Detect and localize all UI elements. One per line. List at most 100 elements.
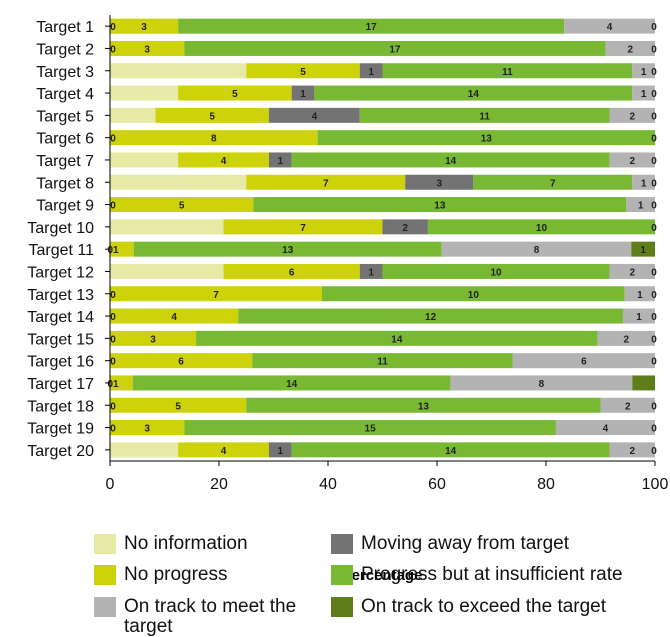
bar-segment	[405, 174, 474, 190]
bar-segment	[110, 174, 247, 190]
data-label: 7	[323, 178, 329, 189]
data-label: 4	[171, 312, 177, 323]
data-label: 0	[110, 290, 116, 301]
data-label: 13	[481, 134, 493, 145]
data-label: 1	[636, 312, 642, 323]
category-label: Target 19	[27, 421, 94, 438]
data-label: 14	[445, 446, 457, 457]
bar-segment	[246, 63, 360, 79]
data-label: 7	[213, 290, 219, 301]
bar-segment	[110, 308, 239, 324]
data-label: 0	[110, 357, 116, 368]
data-label: 0	[651, 267, 657, 278]
bar-segment	[110, 85, 179, 101]
data-label: 2	[624, 334, 630, 345]
data-label: 4	[312, 111, 318, 122]
x-tick-label: 80	[537, 476, 555, 493]
data-label: 1	[641, 67, 647, 78]
data-label: 0	[651, 446, 657, 457]
data-label: 10	[468, 290, 480, 301]
x-axis-title: Percentage	[342, 567, 423, 584]
data-label: 3	[144, 424, 150, 435]
category-label: Target 16	[27, 354, 94, 371]
bar-segment	[631, 241, 655, 257]
bar-segment	[110, 152, 179, 168]
data-label: 2	[630, 156, 636, 167]
bar-segment	[246, 397, 601, 413]
data-label: 14	[468, 89, 480, 100]
data-label: 0	[651, 401, 657, 412]
bar-segment	[110, 241, 134, 257]
data-label: 7	[550, 178, 556, 189]
bar-segment	[110, 330, 197, 346]
bar-segment	[253, 197, 627, 213]
bar-segment	[268, 152, 292, 168]
data-label: 0	[651, 334, 657, 345]
data-label: 4	[607, 22, 613, 33]
data-label: 17	[389, 44, 401, 55]
bar-segment	[132, 375, 451, 391]
bar-segment	[238, 308, 623, 324]
category-label: Target 5	[36, 108, 94, 125]
data-label: 0	[110, 424, 116, 435]
bar-segment	[246, 174, 406, 190]
data-label: 2	[627, 44, 633, 55]
data-label: 8	[211, 134, 217, 145]
data-label: 01	[107, 245, 119, 256]
data-label: 1	[641, 89, 647, 100]
data-label: 6	[178, 357, 184, 368]
data-label: 0	[651, 134, 657, 145]
data-label: 12	[425, 312, 437, 323]
data-label: 5	[179, 201, 185, 212]
category-label: Target 15	[27, 331, 94, 348]
data-label: 8	[539, 379, 545, 390]
category-label: Target 12	[27, 264, 94, 281]
bar-segment	[155, 107, 269, 123]
category-label: Target 4	[36, 86, 94, 103]
bar-segment	[110, 286, 322, 302]
bar-segment	[450, 375, 633, 391]
bar-segment	[441, 241, 632, 257]
bar-segment	[196, 330, 598, 346]
data-label: 5	[209, 111, 215, 122]
data-label: 5	[175, 401, 181, 412]
data-label: 0	[651, 201, 657, 212]
data-label: 0	[110, 401, 116, 412]
bar-segment	[110, 18, 179, 34]
bar-segment	[555, 420, 655, 436]
data-label: 0	[651, 178, 657, 189]
category-label: Target 10	[27, 220, 94, 237]
bar-segment	[110, 375, 133, 391]
category-label: Target 13	[27, 287, 94, 304]
data-label: 0	[651, 357, 657, 368]
data-label: 0	[651, 89, 657, 100]
bar-segment	[184, 420, 556, 436]
data-label: 5	[232, 89, 238, 100]
data-label: 0	[651, 312, 657, 323]
bar-segment	[178, 85, 292, 101]
bar-segment	[600, 397, 655, 413]
data-label: 6	[289, 267, 295, 278]
bar-segment	[110, 219, 224, 235]
bar-segment	[110, 63, 247, 79]
bar-segment	[291, 85, 315, 101]
bar-segment	[110, 197, 254, 213]
data-label: 0	[110, 134, 116, 145]
data-label: 0	[651, 22, 657, 33]
data-label: 11	[479, 111, 490, 122]
category-label: Target 9	[36, 198, 94, 215]
data-label: 1	[637, 290, 643, 301]
data-label: 1	[300, 89, 306, 100]
bar-segment	[632, 63, 655, 79]
bars-layer	[110, 18, 655, 458]
bar-segment	[626, 197, 655, 213]
data-label: 13	[282, 245, 294, 256]
data-label: 0	[651, 156, 657, 167]
bar-segment	[110, 420, 185, 436]
bar-segment	[427, 219, 655, 235]
data-label: 0	[110, 334, 116, 345]
data-label: 14	[286, 379, 298, 390]
category-label: Target 3	[36, 64, 94, 81]
bar-segment	[178, 152, 269, 168]
data-label: 10	[490, 267, 502, 278]
